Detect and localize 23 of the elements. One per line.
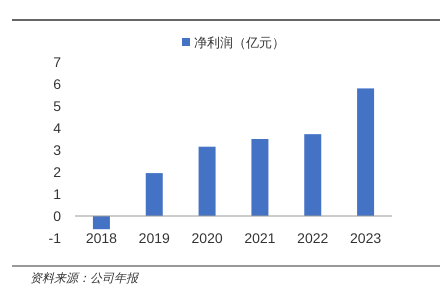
y-tick-label: 6 xyxy=(53,76,62,92)
y-tick-label: 7 xyxy=(53,54,62,70)
y-tick-label: -1 xyxy=(48,230,62,246)
y-tick-label: 5 xyxy=(53,98,62,114)
y-tick-label: 0 xyxy=(53,208,62,224)
x-tick-label: 2018 xyxy=(86,230,118,246)
y-tick-label: 1 xyxy=(53,186,62,202)
bar xyxy=(357,88,374,216)
y-tick-label: 3 xyxy=(53,142,62,158)
y-tick-label: 4 xyxy=(53,120,62,136)
bar xyxy=(304,134,322,216)
bar xyxy=(251,139,268,216)
bar xyxy=(146,173,163,216)
text: 资料来源：公司年报 xyxy=(30,271,139,285)
y-tick-label: 2 xyxy=(53,164,62,180)
x-tick-label: 2021 xyxy=(244,230,276,246)
x-tick-label: 2019 xyxy=(138,230,170,246)
x-tick-label: 2022 xyxy=(297,230,329,246)
x-tick-label: 2023 xyxy=(350,230,382,246)
x-tick-label: 2020 xyxy=(192,230,223,246)
legend-label: 净利润（亿元） xyxy=(194,35,285,50)
bar xyxy=(198,146,216,216)
bar xyxy=(92,216,110,230)
